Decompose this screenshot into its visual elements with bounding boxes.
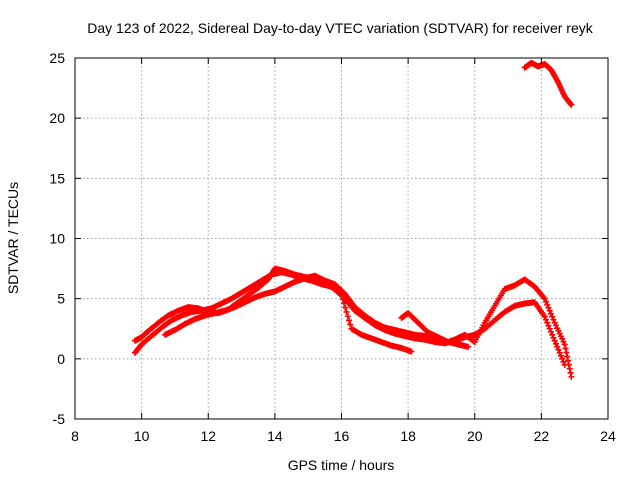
data-point — [544, 301, 551, 308]
data-point — [568, 373, 575, 380]
data-points — [131, 59, 575, 380]
x-tick-label: 10 — [134, 428, 150, 444]
y-tick-label: 5 — [57, 291, 65, 307]
data-point — [555, 346, 562, 353]
data-point — [544, 319, 551, 326]
y-tick-label: 0 — [57, 351, 65, 367]
data-point — [408, 348, 415, 355]
data-point — [344, 313, 351, 320]
data-point — [542, 316, 549, 323]
data-point — [565, 361, 572, 368]
x-tick-label: 18 — [400, 428, 416, 444]
data-point — [549, 331, 556, 338]
x-tick-label: 14 — [267, 428, 283, 444]
data-point — [565, 357, 572, 364]
y-tick-label: 10 — [49, 231, 65, 247]
data-point — [550, 316, 557, 323]
data-point — [542, 298, 549, 305]
data-point — [561, 341, 568, 348]
data-point — [567, 369, 574, 376]
y-axis-label: SDTVAR / TECUs — [5, 182, 21, 294]
series-track-c — [161, 272, 575, 380]
data-point — [342, 304, 349, 311]
data-point — [564, 353, 571, 360]
data-point — [343, 308, 350, 315]
data-point — [563, 349, 570, 356]
data-point — [547, 328, 554, 335]
chart-title: Day 123 of 2022, Sidereal Day-to-day VTE… — [87, 20, 593, 36]
data-point — [567, 100, 574, 107]
x-tick-label: 12 — [200, 428, 216, 444]
data-point — [554, 343, 561, 350]
x-tick-label: 20 — [467, 428, 483, 444]
y-tick-label: -5 — [53, 411, 66, 427]
data-point — [541, 313, 548, 320]
data-point — [566, 365, 573, 372]
y-tick-label: 25 — [49, 50, 65, 66]
data-point — [465, 343, 472, 350]
y-tick-label: 15 — [49, 170, 65, 186]
data-point — [552, 340, 559, 347]
data-point — [546, 325, 553, 332]
data-point — [347, 321, 354, 328]
data-point — [541, 295, 548, 302]
x-tick-label: 22 — [534, 428, 550, 444]
x-tick-label: 24 — [600, 428, 616, 444]
series-track-d — [398, 310, 472, 350]
data-point — [545, 322, 552, 329]
data-point — [546, 307, 553, 314]
data-point — [551, 337, 558, 344]
data-point — [545, 304, 552, 311]
x-tick-label: 16 — [334, 428, 350, 444]
data-point — [345, 317, 352, 324]
data-point — [568, 101, 575, 108]
y-tick-label: 20 — [49, 110, 65, 126]
data-point — [556, 349, 563, 356]
data-point — [562, 345, 569, 352]
series-track-e — [521, 59, 575, 108]
data-point — [557, 352, 564, 359]
axis-ticks: 8 10 12 14 16 18 20 22 24 -5 0 5 10 15 20 25 — [49, 50, 616, 444]
grid — [75, 58, 608, 419]
data-point — [550, 334, 557, 341]
x-axis-label: GPS time / hours — [288, 457, 395, 473]
data-point — [549, 313, 556, 320]
data-point — [559, 355, 566, 362]
data-point — [560, 358, 567, 365]
data-point — [547, 310, 554, 317]
x-tick-label: 8 — [71, 428, 79, 444]
